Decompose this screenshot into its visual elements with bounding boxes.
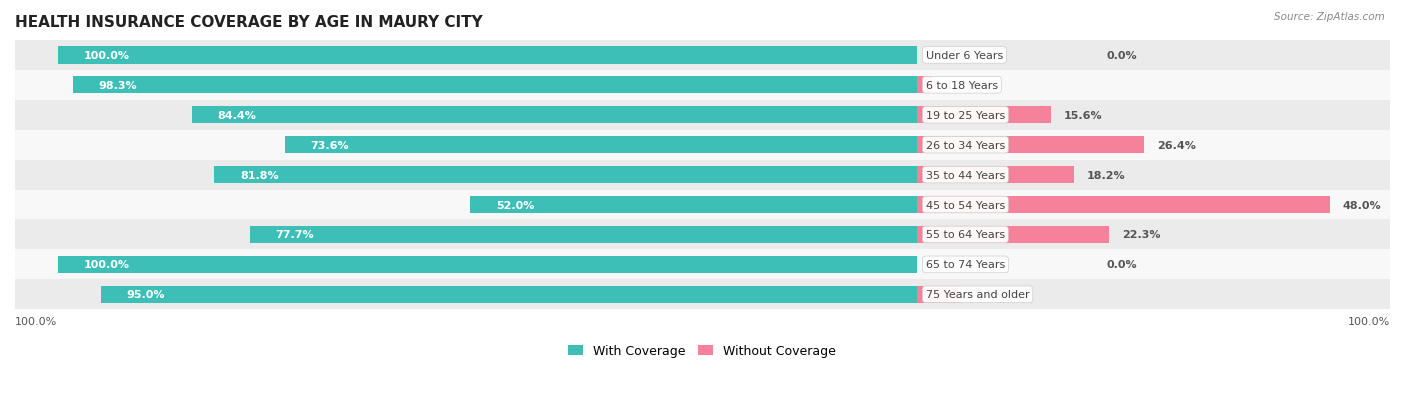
Bar xyxy=(101,286,917,303)
Text: 100.0%: 100.0% xyxy=(15,316,58,326)
Bar xyxy=(285,137,917,154)
Bar xyxy=(917,196,1330,214)
Text: 100.0%: 100.0% xyxy=(1347,316,1391,326)
Bar xyxy=(15,41,1391,71)
Text: HEALTH INSURANCE COVERAGE BY AGE IN MAURY CITY: HEALTH INSURANCE COVERAGE BY AGE IN MAUR… xyxy=(15,15,482,30)
Text: 52.0%: 52.0% xyxy=(496,200,534,210)
Text: 5.0%: 5.0% xyxy=(973,290,1004,299)
Bar xyxy=(58,47,917,64)
Text: 18.2%: 18.2% xyxy=(1087,170,1125,180)
Bar xyxy=(15,280,1391,309)
Text: 19 to 25 Years: 19 to 25 Years xyxy=(925,110,1005,121)
Text: 98.3%: 98.3% xyxy=(98,81,136,90)
Bar xyxy=(193,107,917,124)
Bar xyxy=(15,131,1391,160)
Bar xyxy=(917,286,960,303)
Text: 6 to 18 Years: 6 to 18 Years xyxy=(925,81,998,90)
Text: 15.6%: 15.6% xyxy=(1064,110,1102,121)
Bar xyxy=(917,226,1109,244)
Bar xyxy=(58,256,917,273)
Text: 0.0%: 0.0% xyxy=(1107,260,1137,270)
Bar xyxy=(15,71,1391,100)
Bar xyxy=(471,196,917,214)
Bar xyxy=(15,190,1391,220)
Bar xyxy=(15,220,1391,250)
Text: 22.3%: 22.3% xyxy=(1122,230,1160,240)
Bar xyxy=(73,77,917,94)
Text: 75 Years and older: 75 Years and older xyxy=(925,290,1029,299)
Text: 100.0%: 100.0% xyxy=(84,260,129,270)
Text: 0.0%: 0.0% xyxy=(1107,51,1137,61)
Text: 100.0%: 100.0% xyxy=(84,51,129,61)
Text: 26 to 34 Years: 26 to 34 Years xyxy=(925,140,1005,150)
Text: 95.0%: 95.0% xyxy=(127,290,166,299)
Text: 65 to 74 Years: 65 to 74 Years xyxy=(925,260,1005,270)
Text: 1.7%: 1.7% xyxy=(945,81,976,90)
Text: 35 to 44 Years: 35 to 44 Years xyxy=(925,170,1005,180)
Text: 81.8%: 81.8% xyxy=(240,170,278,180)
Bar xyxy=(15,250,1391,280)
Text: 45 to 54 Years: 45 to 54 Years xyxy=(925,200,1005,210)
Bar xyxy=(917,166,1074,184)
Text: 48.0%: 48.0% xyxy=(1343,200,1381,210)
Text: 73.6%: 73.6% xyxy=(311,140,349,150)
Bar xyxy=(917,77,932,94)
Text: 55 to 64 Years: 55 to 64 Years xyxy=(925,230,1005,240)
Bar xyxy=(214,166,917,184)
Bar xyxy=(15,160,1391,190)
Text: 26.4%: 26.4% xyxy=(1157,140,1197,150)
Bar xyxy=(15,100,1391,131)
Bar xyxy=(917,137,1144,154)
Text: Source: ZipAtlas.com: Source: ZipAtlas.com xyxy=(1274,12,1385,22)
Text: 84.4%: 84.4% xyxy=(218,110,257,121)
Legend: With Coverage, Without Coverage: With Coverage, Without Coverage xyxy=(564,339,841,363)
Bar xyxy=(917,107,1052,124)
Text: Under 6 Years: Under 6 Years xyxy=(925,51,1002,61)
Bar xyxy=(250,226,917,244)
Text: 77.7%: 77.7% xyxy=(276,230,314,240)
